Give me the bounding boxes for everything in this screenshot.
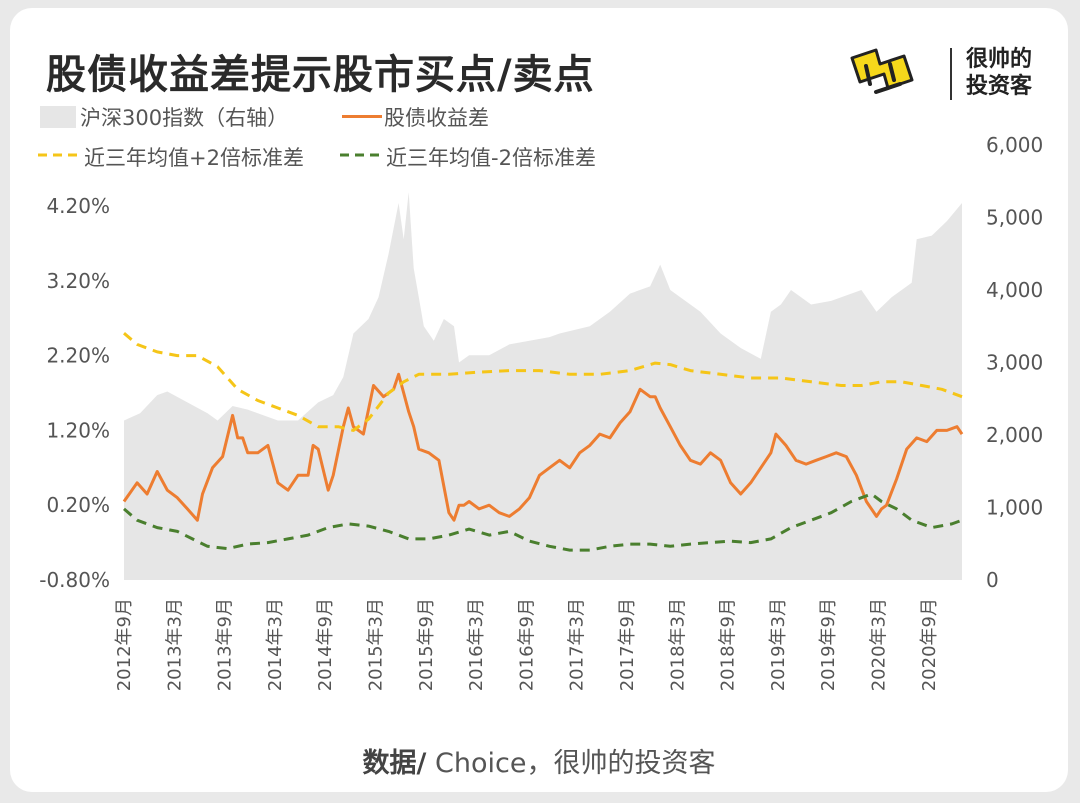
legend-label-csi300: 沪深300指数（右轴） [80, 106, 289, 130]
left-tick-label: 4.20% [46, 194, 110, 218]
x-tick-label: 2017年3月 [567, 598, 588, 691]
right-tick-label: 1,000 [986, 496, 1043, 520]
series-line-spread [122, 372, 964, 522]
chart-title: 股债收益差提示股市买点/卖点 [46, 52, 595, 98]
x-tick-label: 2012年9月 [114, 598, 135, 691]
x-tick-label: 2013年9月 [215, 598, 236, 691]
logo-divider [950, 48, 952, 100]
x-tick-label: 2018年9月 [718, 598, 739, 691]
source-label: 数据/ [362, 748, 427, 779]
x-tick-label: 2014年9月 [315, 598, 336, 691]
logo-text: 很帅的 投资客 [966, 46, 1032, 100]
left-tick-label: 1.20% [46, 418, 110, 442]
left-tick-label: -0.80% [39, 568, 110, 592]
chart-card: 股债收益差提示股市买点/卖点 很帅的 投资客 沪深300指数（右轴） 股债收益差… [10, 8, 1068, 792]
x-tick-label: 2018年3月 [667, 598, 688, 691]
right-tick-label: 2,000 [986, 423, 1043, 447]
x-tick-label: 2016年9月 [516, 598, 537, 691]
x-tick-label: 2015年9月 [416, 598, 437, 691]
series-line-lower [123, 492, 963, 552]
legend-label-spread: 股债收益差 [384, 106, 489, 130]
left-tick-label: 3.20% [46, 269, 110, 293]
legend-swatch-area [40, 106, 76, 128]
legend-swatch-spread [342, 115, 382, 118]
x-tick-label: 2019年3月 [768, 598, 789, 691]
legend-swatch-upper [38, 153, 82, 157]
right-tick-label: 4,000 [986, 278, 1043, 302]
x-tick-label: 2019年9月 [818, 598, 839, 691]
x-tick-label: 2015年3月 [366, 598, 387, 691]
source-text: Choice，很帅的投资客 [426, 748, 716, 779]
series-line-upper [123, 332, 963, 432]
x-tick-label: 2020年9月 [919, 598, 940, 691]
right-tick-label: 5,000 [986, 206, 1043, 230]
logo-line1: 很帅的 [966, 47, 1033, 72]
brand-logo: 很帅的 投资客 [846, 42, 1056, 108]
legend-label-lower: 近三年均值-2倍标准差 [386, 146, 596, 170]
x-tick-label: 2020年3月 [869, 598, 890, 691]
right-tick-label: 0 [986, 568, 999, 592]
chart-plot: 4.20% 3.20% 2.20% 1.20% 0.20% -0.80% 6,000 5,00… [39, 133, 1043, 691]
source-line: 数据/ Choice，很帅的投资客 [10, 741, 1068, 780]
logo-line2: 投资客 [966, 74, 1033, 99]
yellow-logo-mark-icon [850, 48, 914, 94]
legend-swatch-lower [340, 153, 384, 157]
x-tick-label: 2016年3月 [466, 598, 487, 691]
right-tick-label: 3,000 [986, 351, 1043, 375]
right-tick-label: 6,000 [986, 133, 1043, 157]
left-tick-label: 0.20% [46, 493, 110, 517]
legend-label-upper: 近三年均值+2倍标准差 [84, 146, 304, 170]
x-tick-label: 2014年3月 [265, 598, 286, 691]
left-tick-label: 2.20% [46, 344, 110, 368]
series-area-csi300 [124, 192, 962, 580]
x-tick-label: 2013年3月 [164, 598, 185, 691]
x-tick-label: 2017年9月 [617, 598, 638, 691]
